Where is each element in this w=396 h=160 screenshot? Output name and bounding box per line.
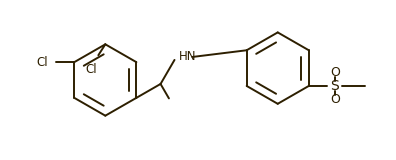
- Text: HN: HN: [179, 50, 196, 64]
- Text: O: O: [330, 93, 340, 106]
- Text: O: O: [330, 66, 340, 79]
- Text: Cl: Cl: [86, 63, 97, 76]
- Text: S: S: [330, 79, 339, 93]
- Text: Cl: Cl: [37, 56, 48, 69]
